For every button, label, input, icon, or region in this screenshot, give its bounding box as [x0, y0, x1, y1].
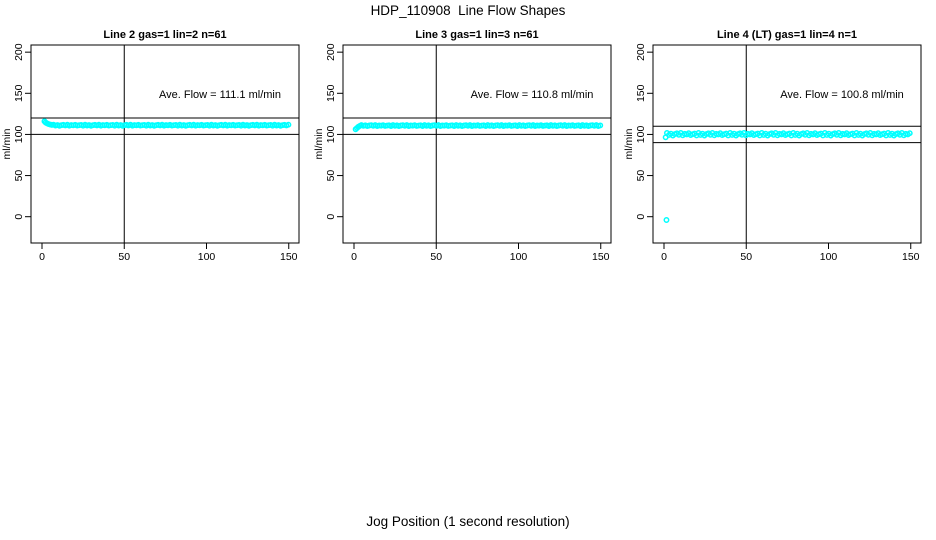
y-tick-label: 100 — [635, 126, 647, 144]
plot-box — [342, 44, 612, 244]
page-title: HDP_110908 Line Flow Shapes — [370, 3, 566, 18]
y-tick-label: 100 — [325, 126, 337, 144]
y-tick-label: 50 — [13, 170, 25, 182]
x-tick-label: 100 — [510, 251, 528, 263]
data-point — [597, 122, 604, 129]
panel-title: Line 3 gas=1 lin=3 n=61 — [415, 29, 538, 41]
y-tick-label: 200 — [13, 43, 25, 61]
x-tick-label: 100 — [820, 251, 838, 263]
y-axis-label: ml/min — [313, 128, 325, 159]
panel-title: Line 2 gas=1 lin=2 n=61 — [103, 29, 226, 41]
y-tick-label: 50 — [325, 170, 337, 182]
y-tick-label: 100 — [13, 126, 25, 144]
y-tick-label: 0 — [13, 214, 25, 220]
x-tick-label: 0 — [39, 251, 45, 263]
x-tick-label: 150 — [592, 251, 610, 263]
y-tick-label: 50 — [635, 170, 647, 182]
y-tick-label: 0 — [635, 214, 647, 220]
x-axis-caption: Jog Position (1 second resolution) — [366, 514, 570, 529]
y-tick-label: 150 — [325, 84, 337, 102]
plot-box — [652, 44, 922, 244]
data-point — [285, 121, 292, 128]
y-tick-label: 150 — [635, 84, 647, 102]
data-point — [663, 217, 670, 223]
ave-flow-annotation: Ave. Flow = 110.8 ml/min — [471, 89, 594, 101]
panel-title: Line 4 (LT) gas=1 lin=4 n=1 — [717, 29, 857, 41]
x-tick-label: 100 — [198, 251, 216, 263]
x-tick-label: 50 — [430, 251, 442, 263]
y-tick-label: 0 — [325, 214, 337, 220]
y-tick-label: 150 — [13, 84, 25, 102]
ave-flow-annotation: Ave. Flow = 111.1 ml/min — [159, 89, 281, 101]
x-tick-label: 150 — [280, 251, 298, 263]
x-tick-label: 50 — [118, 251, 130, 263]
ave-flow-annotation: Ave. Flow = 100.8 ml/min — [780, 89, 904, 101]
y-axis-label: ml/min — [1, 128, 13, 159]
x-tick-label: 50 — [740, 251, 752, 263]
plot-box — [30, 44, 300, 244]
y-axis-label: ml/min — [623, 128, 635, 159]
data-point — [906, 130, 913, 137]
x-tick-label: 0 — [351, 251, 357, 263]
x-tick-label: 150 — [902, 251, 920, 263]
x-tick-label: 0 — [661, 251, 667, 263]
y-tick-label: 200 — [635, 43, 647, 61]
y-tick-label: 200 — [325, 43, 337, 61]
